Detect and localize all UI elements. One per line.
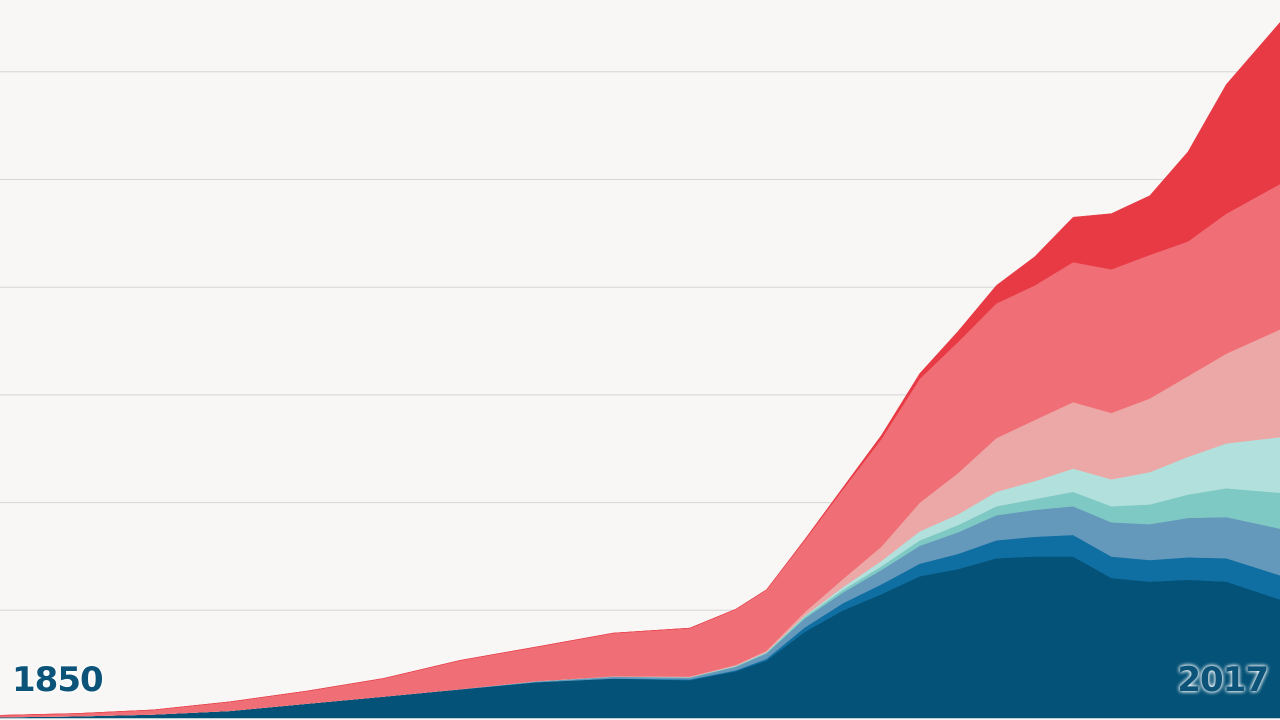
area-series-8	[0, 22, 1280, 716]
x-axis-end-label: 2017	[1177, 660, 1269, 700]
x-axis-start-label: 1850	[12, 660, 104, 700]
area-layers	[0, 22, 1280, 719]
